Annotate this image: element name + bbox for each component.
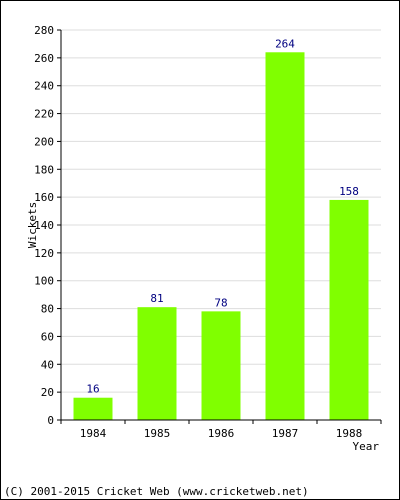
y-tick-label: 140 [34,219,54,232]
y-tick-label: 20 [41,386,54,399]
bar [265,52,305,421]
x-tick-label: 1988 [336,427,363,440]
y-tick-label: 260 [34,52,54,65]
value-labels: 16 81 78 264 158 [86,37,359,395]
y-tick-label: 280 [34,24,54,37]
bars [73,52,369,421]
x-axis-title: Year [353,440,380,453]
bar-value-label: 81 [150,292,163,305]
y-tick-label: 160 [34,191,54,204]
x-axis-ticks: 1984 1985 1986 1987 1988 [60,420,382,440]
y-tick-label: 0 [47,414,54,427]
y-axis-title: Wickets [26,202,39,248]
x-tick-label: 1985 [144,427,171,440]
bar-value-label: 78 [214,296,227,309]
bar [201,311,241,420]
bar [73,397,113,420]
y-axis-ticks: 0 20 40 60 80 100 120 140 160 180 200 220 240 260 280 [34,24,61,427]
y-tick-label: 40 [41,358,54,371]
y-tick-label: 180 [34,163,54,176]
y-tick-label: 80 [41,303,54,316]
x-tick-label: 1986 [208,427,235,440]
y-tick-label: 240 [34,80,54,93]
y-tick-label: 120 [34,247,54,260]
bar-value-label: 158 [339,185,359,198]
bar [329,199,369,420]
y-tick-label: 100 [34,275,54,288]
y-tick-label: 220 [34,108,54,121]
gridlines [61,29,381,393]
y-tick-label: 60 [41,330,54,343]
x-tick-label: 1984 [80,427,107,440]
footer-copyright: (C) 2001-2015 Cricket Web (www.cricketwe… [4,485,309,498]
y-tick-label: 200 [34,135,54,148]
x-tick-label: 1987 [272,427,299,440]
bar-value-label: 16 [86,383,99,396]
bar [137,307,177,420]
bar-value-label: 264 [275,37,295,50]
